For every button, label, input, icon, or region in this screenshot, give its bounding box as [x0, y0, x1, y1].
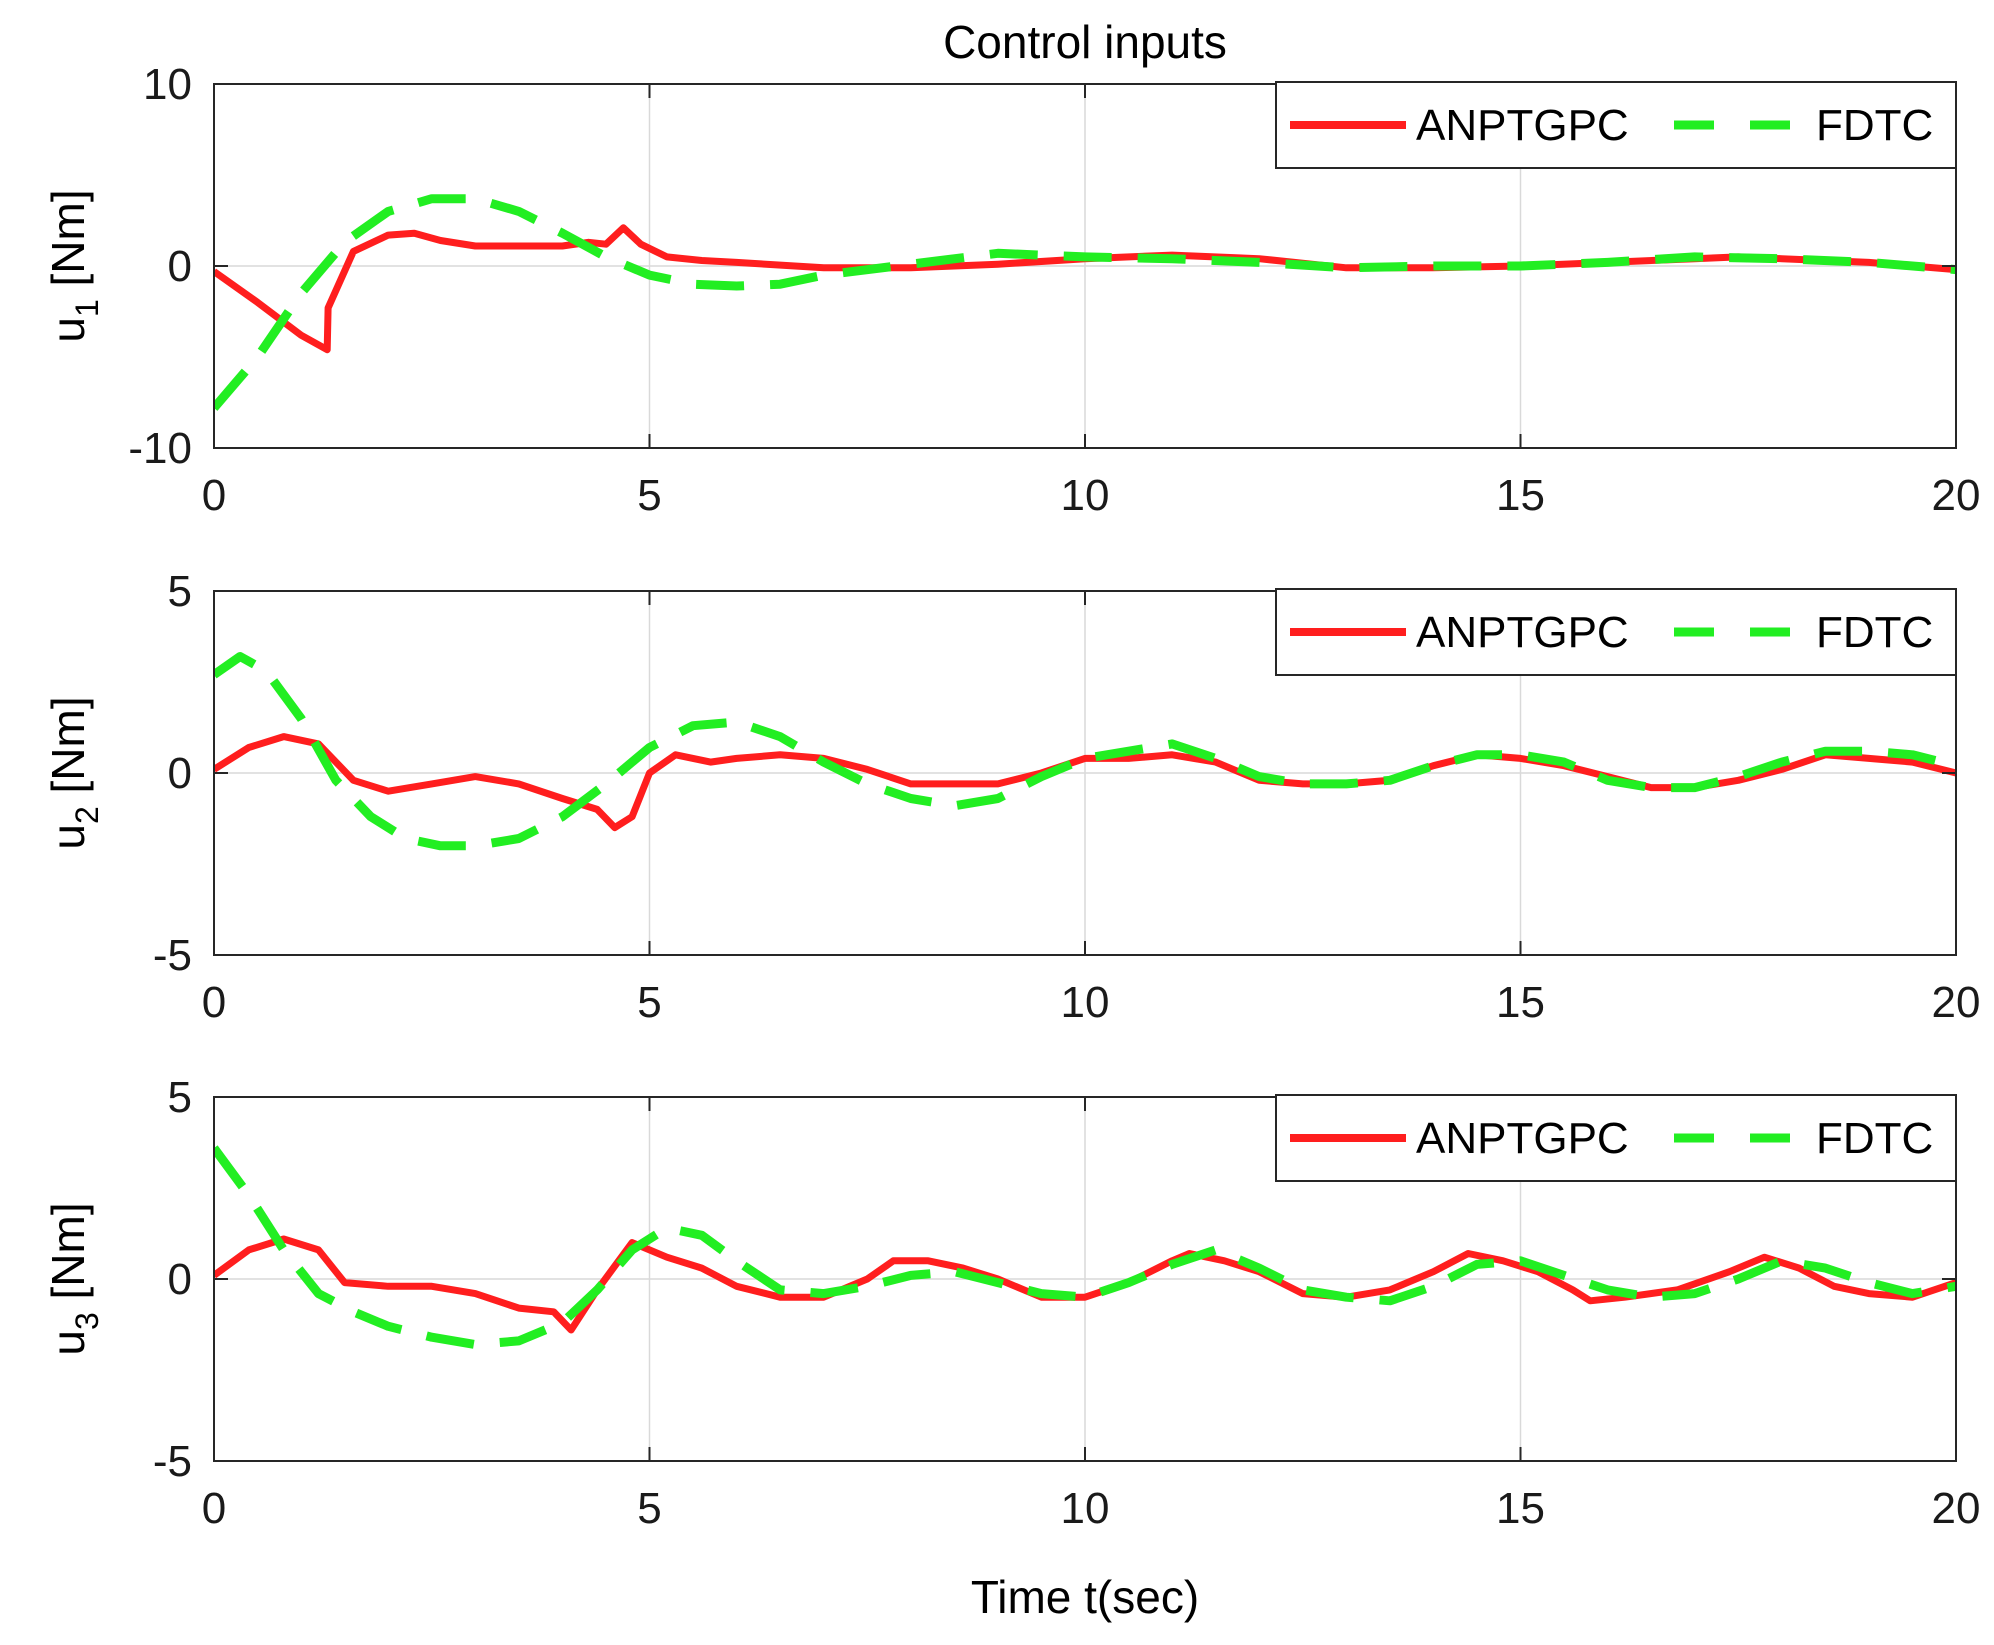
series-fdtc-line [214, 1145, 1956, 1349]
figure-title: Control inputs [943, 16, 1227, 68]
y-tick-label: -5 [153, 1437, 192, 1486]
legend-fdtc-label: FDTC [1816, 1114, 1933, 1163]
y-axis-label-subscript: 2 [69, 806, 105, 824]
x-tick-label: 0 [202, 1484, 226, 1533]
x-tick-label: 0 [202, 471, 226, 520]
y-axis-label: u3 [Nm] [42, 1202, 105, 1355]
series-fdtc-line [214, 652, 1956, 851]
x-tick-label: 15 [1496, 471, 1545, 520]
x-tick-label: 5 [637, 471, 661, 520]
y-axis-label-subscript: 1 [69, 299, 105, 317]
y-axis-label-unit: [Nm] [42, 1202, 94, 1312]
y-axis-label-unit: [Nm] [42, 696, 94, 806]
y-axis-label-unit: [Nm] [42, 189, 94, 299]
legend-box [1275, 1094, 1957, 1182]
x-tick-label: 10 [1061, 1484, 1110, 1533]
x-tick-label: 15 [1496, 978, 1545, 1027]
x-tick-label: 20 [1932, 978, 1981, 1027]
y-tick-label: -5 [153, 931, 192, 980]
legend-fdtc-label: FDTC [1816, 101, 1933, 150]
legend-anptgpc-label: ANPTGPC [1416, 608, 1629, 657]
x-tick-label: 5 [637, 978, 661, 1027]
y-tick-label: 0 [168, 749, 192, 798]
y-axis-label-main: u [42, 824, 94, 850]
series-anptgpc-line [214, 224, 1956, 354]
x-tick-label: 20 [1932, 1484, 1981, 1533]
y-tick-label: 10 [143, 60, 192, 109]
y-tick-label: 5 [168, 567, 192, 616]
x-tick-label: 15 [1496, 1484, 1545, 1533]
legend: ANPTGPC FDTC [1275, 1094, 1957, 1182]
x-tick-label: 20 [1932, 471, 1981, 520]
legend-fdtc-label: FDTC [1816, 608, 1933, 657]
legend: ANPTGPC FDTC [1275, 588, 1957, 676]
series-fdtc-line [214, 194, 1956, 411]
x-tick-label: 10 [1061, 978, 1110, 1027]
x-tick-label: 10 [1061, 471, 1110, 520]
x-axis-label: Time t(sec) [971, 1571, 1199, 1623]
legend-anptgpc-label: ANPTGPC [1416, 101, 1629, 150]
x-tick-label: 5 [637, 1484, 661, 1533]
y-tick-label: 5 [168, 1073, 192, 1122]
y-axis-label-main: u [42, 317, 94, 343]
y-axis-label: u2 [Nm] [42, 696, 105, 849]
legend: ANPTGPC FDTC [1275, 81, 1957, 169]
y-tick-label: -10 [128, 424, 192, 473]
y-axis-label-subscript: 3 [69, 1312, 105, 1330]
y-tick-label: 0 [168, 1255, 192, 1304]
y-axis-label: u1 [Nm] [42, 189, 105, 342]
y-tick-label: 0 [168, 242, 192, 291]
legend-anptgpc-label: ANPTGPC [1416, 1114, 1629, 1163]
y-axis-label-main: u [42, 1330, 94, 1356]
x-tick-label: 0 [202, 978, 226, 1027]
